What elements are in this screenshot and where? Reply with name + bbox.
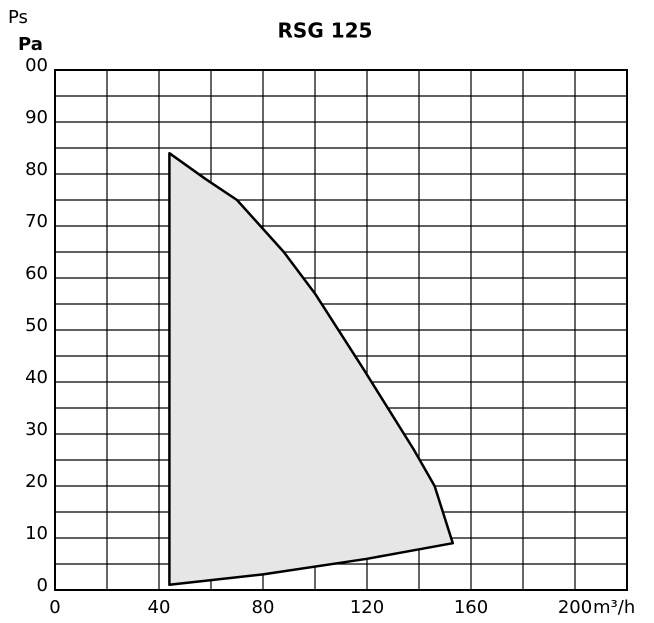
y-tick-label: 60 bbox=[25, 263, 48, 284]
y-tick-label: 00 bbox=[25, 55, 48, 76]
y-tick-label: 50 bbox=[25, 315, 48, 336]
x-tick-label: 200 bbox=[558, 597, 592, 618]
y-tick-label: 40 bbox=[25, 367, 48, 388]
y-tick-label: 0 bbox=[37, 575, 48, 596]
y-axis-label: Pa bbox=[18, 34, 43, 55]
chart-title: RSG 125 bbox=[278, 19, 373, 43]
y-unit-top: Ps bbox=[8, 7, 28, 28]
x-tick-label: 120 bbox=[350, 597, 384, 618]
x-tick-label: 0 bbox=[49, 597, 60, 618]
x-tick-label: 40 bbox=[148, 597, 171, 618]
x-axis-label: m³/h bbox=[593, 597, 635, 618]
y-tick-label: 70 bbox=[25, 211, 48, 232]
y-tick-label: 90 bbox=[25, 107, 48, 128]
plot-border bbox=[54, 69, 628, 591]
x-tick-label: 80 bbox=[252, 597, 275, 618]
y-tick-label: 80 bbox=[25, 159, 48, 180]
y-tick-label: 30 bbox=[25, 419, 48, 440]
area bbox=[168, 151, 455, 587]
y-tick-label: 20 bbox=[25, 471, 48, 492]
x-tick-label: 160 bbox=[454, 597, 488, 618]
y-tick-label: 10 bbox=[25, 523, 48, 544]
